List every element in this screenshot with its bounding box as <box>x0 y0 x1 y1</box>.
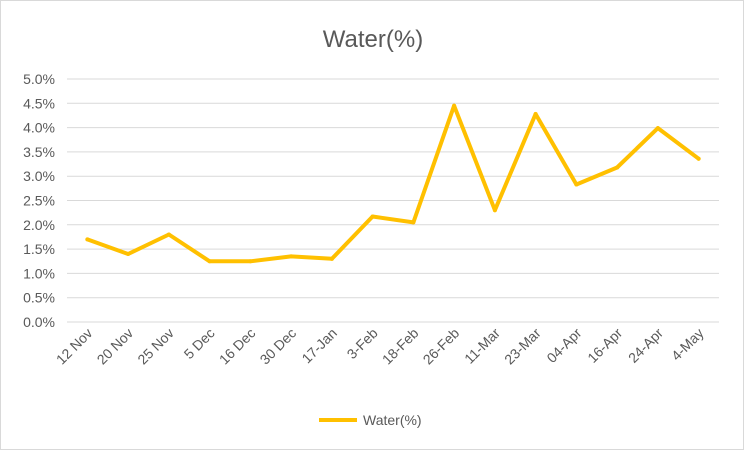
data-point[interactable] <box>533 111 538 116</box>
legend-label-water: Water(%) <box>363 412 422 428</box>
data-point[interactable] <box>126 251 131 256</box>
data-point[interactable] <box>166 232 171 237</box>
x-tick-label: 17-Jan <box>298 325 340 367</box>
data-point[interactable] <box>574 182 579 187</box>
data-point[interactable] <box>615 165 620 170</box>
y-tick-label: 3.5% <box>23 144 55 160</box>
x-tick-label: 3-Feb <box>344 325 381 362</box>
y-tick-label: 1.5% <box>23 241 55 257</box>
data-point[interactable] <box>411 220 416 225</box>
data-point[interactable] <box>289 254 294 259</box>
x-tick-label: 4-May <box>668 325 707 364</box>
data-point[interactable] <box>492 208 497 213</box>
y-tick-label: 4.0% <box>23 120 55 136</box>
y-tick-label: 0.0% <box>23 314 55 330</box>
legend[interactable]: Water(%) <box>319 412 422 428</box>
y-tick-label: 2.5% <box>23 193 55 209</box>
x-tick-label: 25 Nov <box>134 325 177 368</box>
chart-title: Water(%) <box>323 26 423 53</box>
x-tick-label: 30 Dec <box>257 325 300 368</box>
x-tick-label: 04-Apr <box>543 325 584 366</box>
x-tick-label: 20 Nov <box>94 325 137 368</box>
x-tick-label: 23-Mar <box>501 325 544 368</box>
y-tick-label: 1.0% <box>23 265 55 281</box>
series-layer <box>85 103 701 264</box>
x-tick-label: 12 Nov <box>53 325 96 368</box>
x-tick-label: 5 Dec <box>181 325 218 362</box>
gridlines <box>67 78 719 323</box>
data-point[interactable] <box>329 256 334 261</box>
y-axis-ticks: 0.0% 0.5% 1.0% 1.5% 2.0% 2.5% 3.0% 3.5% 4.0% 4.5%… <box>23 71 55 330</box>
data-point[interactable] <box>207 259 212 264</box>
x-tick-label: 11-Mar <box>461 325 503 367</box>
data-point[interactable] <box>452 103 457 108</box>
y-tick-label: 2.0% <box>23 217 55 233</box>
data-point[interactable] <box>696 156 701 161</box>
x-tick-label: 16-Apr <box>584 325 625 366</box>
y-tick-label: 0.5% <box>23 290 55 306</box>
x-tick-label: 24-Apr <box>625 325 666 366</box>
y-tick-label: 3.0% <box>23 168 55 184</box>
x-tick-label: 18-Feb <box>379 325 422 368</box>
y-tick-label: 5.0% <box>23 71 55 87</box>
data-point[interactable] <box>248 259 253 264</box>
data-point[interactable] <box>655 126 660 131</box>
series-line-water[interactable] <box>85 103 701 264</box>
data-point[interactable] <box>85 237 90 242</box>
x-tick-label: 16 Dec <box>216 325 259 368</box>
x-tick-label: 26-Feb <box>420 325 463 368</box>
data-point[interactable] <box>370 214 375 219</box>
y-tick-label: 4.5% <box>23 95 55 111</box>
